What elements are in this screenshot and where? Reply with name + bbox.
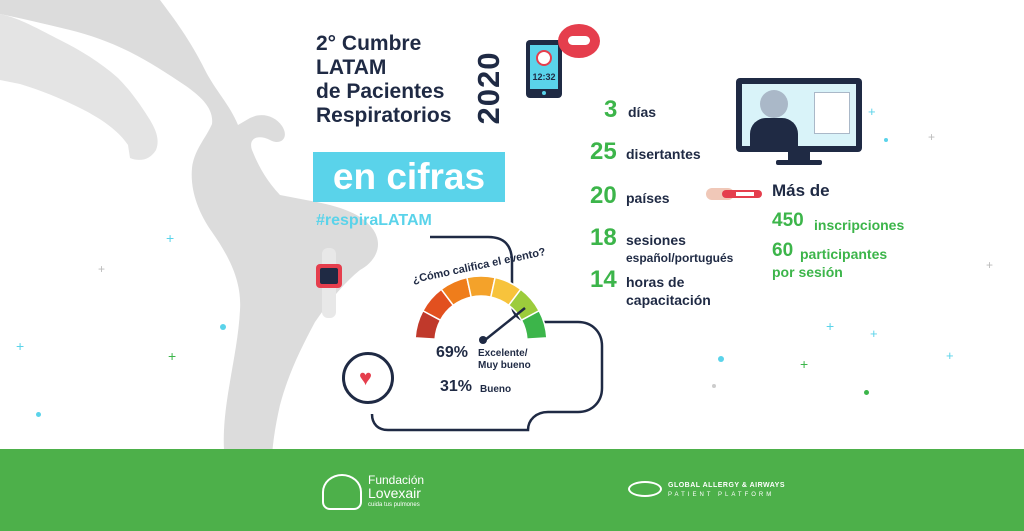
event-title: 2° Cumbre LATAM de Pacientes Respiratori… xyxy=(316,32,451,128)
pill-bubble-icon xyxy=(558,24,600,58)
dot-decoration xyxy=(884,138,888,142)
stat-value: 25 xyxy=(590,138,617,165)
gauge-needle xyxy=(484,307,526,341)
right-org-line2: PATIENT PLATFORM xyxy=(668,492,775,498)
gauge-segment xyxy=(520,309,548,340)
lovexair-heart-logo xyxy=(322,474,362,510)
sparkle-decoration: + xyxy=(870,326,878,341)
stat-label: disertantes xyxy=(626,146,701,162)
right-org-line1: GLOBAL ALLERGY & AIRWAYS xyxy=(668,482,786,489)
participation-heading: Más de xyxy=(772,181,830,200)
stat-label: países xyxy=(626,190,670,206)
result-label: Muy bueno xyxy=(478,360,531,371)
stat-value: 20 xyxy=(590,182,617,209)
smartwatch-icon xyxy=(314,248,344,318)
participants-sublabel: por sesión xyxy=(772,264,843,280)
participants-label: participantes xyxy=(800,246,888,262)
sparkle-decoration: + xyxy=(946,348,954,363)
result-pct: 69% xyxy=(436,344,469,361)
stat-value: 14 xyxy=(590,266,617,293)
sparkle-decoration: + xyxy=(166,230,175,246)
subtitle-banner: en cifras xyxy=(313,152,505,202)
stat-sublabel: español/portugués xyxy=(626,251,734,265)
stethoscope-chestpiece-icon: ♥ xyxy=(342,352,394,404)
sparkle-decoration: + xyxy=(800,356,809,372)
monitor-base xyxy=(776,160,822,165)
stat-label: horas de xyxy=(626,274,685,290)
dot-decoration xyxy=(36,412,41,417)
rating-gauge xyxy=(414,276,548,344)
title-line: 2° Cumbre xyxy=(316,32,422,55)
sparkle-decoration: + xyxy=(868,104,876,119)
monitor-stand xyxy=(788,152,810,162)
title-line: Respiratorios xyxy=(316,104,452,127)
stat-sublabel: capacitación xyxy=(626,292,711,308)
sparkle-decoration: + xyxy=(986,258,994,272)
sparkle-decoration: + xyxy=(98,262,106,276)
sparkle-decoration: + xyxy=(928,130,936,144)
left-org-tagline: cuida tus pulmones xyxy=(368,502,420,508)
stat-value: 18 xyxy=(590,224,617,251)
dot-decoration xyxy=(718,356,724,362)
result-label: Excelente/ xyxy=(478,348,528,359)
dot-decoration xyxy=(712,384,716,388)
sparkle-decoration: + xyxy=(826,318,835,334)
participants-value: 60 xyxy=(772,240,794,261)
dot-decoration xyxy=(220,324,226,330)
title-line: LATAM xyxy=(316,56,387,79)
monitor-doctor-icon xyxy=(736,78,862,152)
stat-value: 3 xyxy=(604,96,618,123)
hashtag: #respiraLATAM xyxy=(316,212,432,229)
footer-bar xyxy=(0,449,1024,531)
stat-label: días xyxy=(628,104,657,120)
sparkle-decoration: + xyxy=(16,338,25,354)
dot-decoration xyxy=(864,390,869,395)
gauge-hub xyxy=(479,336,487,344)
sparkle-decoration: + xyxy=(168,348,177,364)
result-pct: 31% xyxy=(440,378,473,395)
tablet-clock-icon: 12:32 xyxy=(526,40,562,98)
left-org-line1: Fundación xyxy=(368,473,425,487)
left-org-line2: Lovexair xyxy=(368,485,421,501)
gaapp-logo xyxy=(628,481,662,497)
thermometer-icon xyxy=(706,186,762,202)
inscriptions-value: 450 xyxy=(772,210,804,231)
stat-label: sesiones xyxy=(626,232,686,248)
result-label: Bueno xyxy=(480,384,512,395)
inscriptions-label: inscripciones xyxy=(814,217,905,233)
title-line: de Pacientes xyxy=(316,80,445,103)
tablet-clock-text: 12:32 xyxy=(532,72,556,82)
